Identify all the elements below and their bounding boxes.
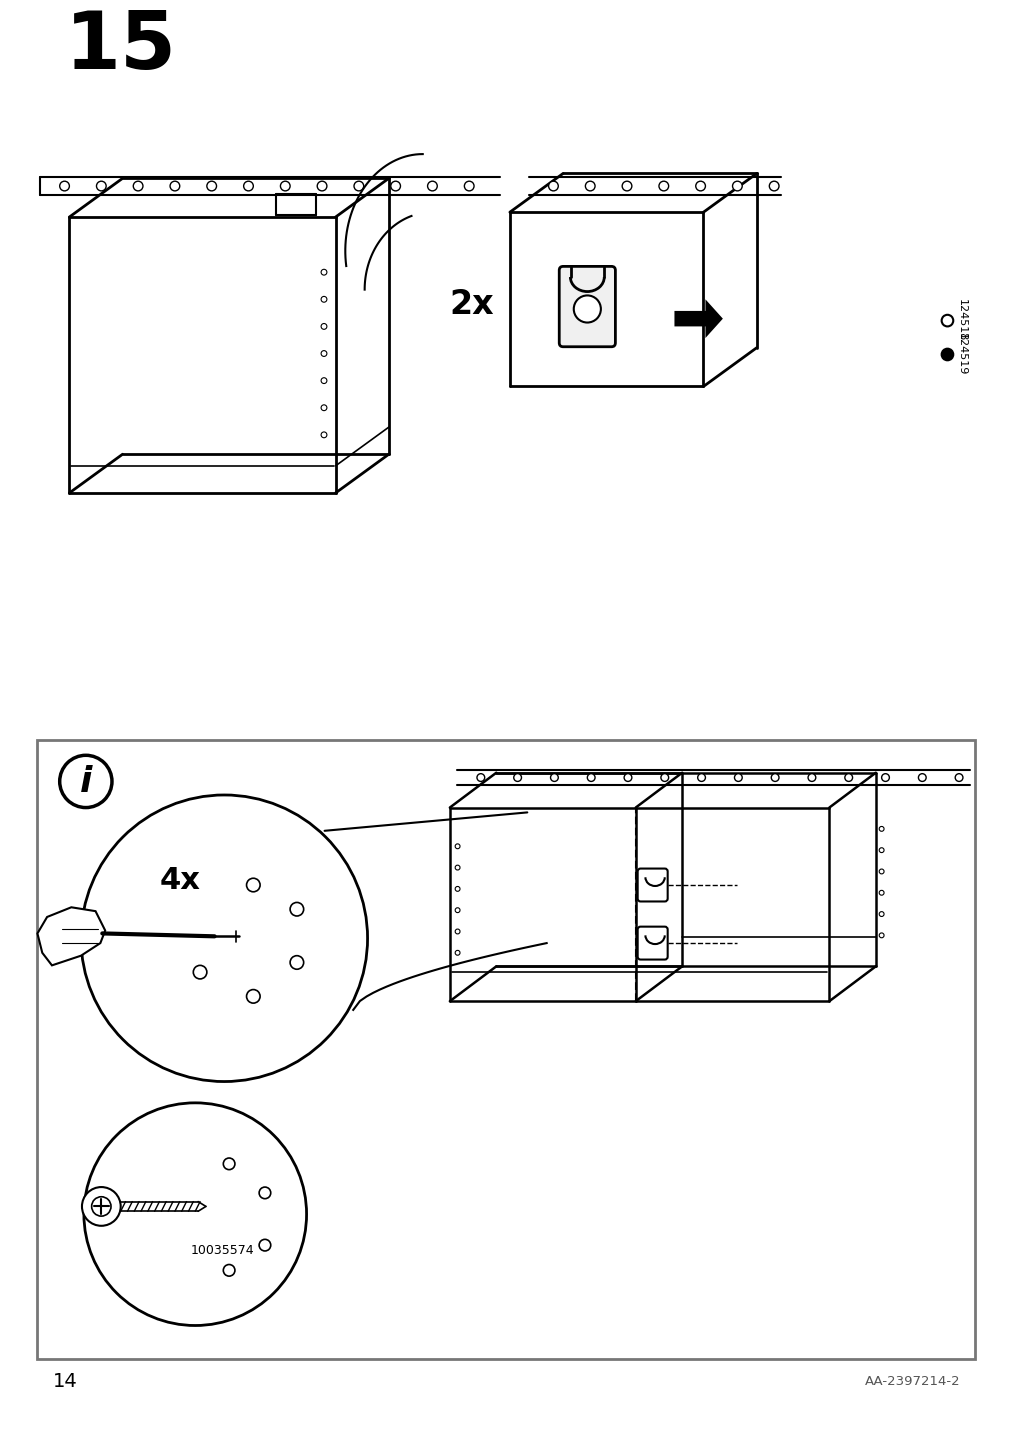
Circle shape [316,182,327,190]
Circle shape [223,1158,235,1170]
Circle shape [455,886,460,891]
Circle shape [807,773,815,782]
Circle shape [280,182,290,190]
Circle shape [133,182,143,190]
Circle shape [879,932,884,938]
Circle shape [770,773,778,782]
Circle shape [658,182,668,190]
Circle shape [290,955,303,969]
Circle shape [320,269,327,275]
Circle shape [514,773,521,782]
Circle shape [732,182,741,190]
Circle shape [223,1264,235,1276]
Circle shape [879,826,884,832]
Circle shape [244,182,253,190]
Circle shape [879,891,884,895]
Circle shape [84,1103,306,1326]
Circle shape [954,773,962,782]
Text: 2x: 2x [450,288,494,321]
Circle shape [940,315,952,326]
Circle shape [320,378,327,384]
Circle shape [464,182,473,190]
Text: AA-2397214-2: AA-2397214-2 [863,1375,959,1388]
Circle shape [550,773,558,782]
Circle shape [428,182,437,190]
Circle shape [455,951,460,955]
Circle shape [660,773,668,782]
Circle shape [170,182,180,190]
Circle shape [354,182,363,190]
Circle shape [320,296,327,302]
Circle shape [60,182,70,190]
Text: 10035574: 10035574 [190,1244,254,1257]
Circle shape [320,405,327,411]
Circle shape [206,182,216,190]
Text: 124518: 124518 [956,299,967,342]
Circle shape [259,1187,271,1199]
Circle shape [390,182,400,190]
Circle shape [455,865,460,871]
Circle shape [455,843,460,849]
Circle shape [697,773,705,782]
Circle shape [320,432,327,438]
Circle shape [455,929,460,934]
Circle shape [60,755,112,808]
FancyBboxPatch shape [559,266,615,347]
Circle shape [696,182,705,190]
Text: 15: 15 [65,9,176,86]
Text: i: i [80,765,92,799]
Circle shape [879,912,884,916]
Circle shape [548,182,558,190]
Circle shape [586,773,594,782]
Circle shape [879,848,884,852]
FancyBboxPatch shape [637,869,667,902]
Text: 4x: 4x [160,866,200,895]
Text: 124519: 124519 [956,334,967,375]
Circle shape [320,324,327,329]
Circle shape [881,773,889,782]
Circle shape [584,182,594,190]
Polygon shape [37,908,105,965]
Circle shape [455,908,460,912]
Circle shape [844,773,851,782]
Circle shape [193,965,206,979]
Circle shape [96,182,106,190]
Circle shape [290,902,303,916]
Circle shape [918,773,925,782]
Circle shape [940,348,952,361]
Circle shape [247,990,260,1004]
Circle shape [82,1187,120,1226]
Text: 14: 14 [53,1372,78,1390]
Circle shape [92,1197,111,1216]
Polygon shape [673,299,722,338]
Circle shape [768,182,778,190]
FancyBboxPatch shape [37,740,974,1359]
Circle shape [320,351,327,357]
Circle shape [476,773,484,782]
FancyBboxPatch shape [637,927,667,959]
Circle shape [81,795,367,1081]
Circle shape [879,869,884,874]
Circle shape [624,773,631,782]
Circle shape [247,878,260,892]
Circle shape [622,182,631,190]
Circle shape [734,773,741,782]
Circle shape [573,295,601,322]
Circle shape [259,1239,271,1252]
